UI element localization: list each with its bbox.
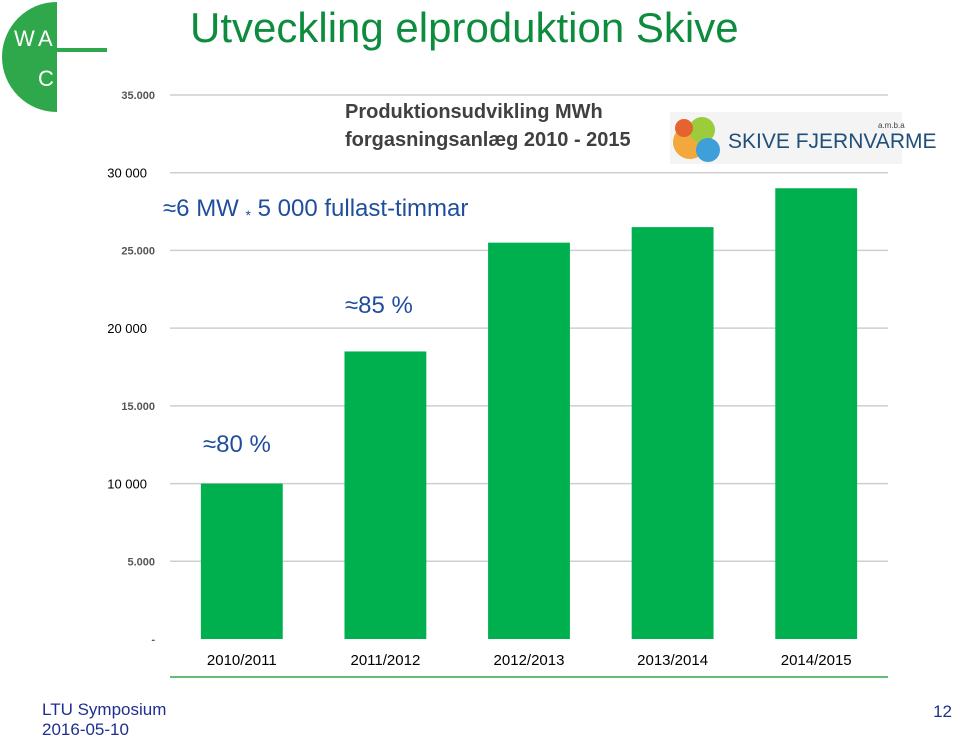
overlay-tick-label: 30 000 [107,166,147,181]
overlay-y-ticks: 10 000 20 000 30 000 [107,166,147,492]
bar [344,351,427,639]
footer-event: LTU Symposium [42,700,167,719]
grid-lines [170,94,888,563]
y-tick-label: 25.000 [121,245,155,257]
y-axis-ticks: - 5.000 15.000 25.000 35.000 [121,90,155,646]
slide-title: Utveckling elproduktion Skive [190,4,739,51]
brand-name: SKIVE FJERNVARME [728,130,936,153]
skive-fjernvarme-logo: SKIVE FJERNVARME a.m.b.a [670,112,936,164]
y-tick-label: 5.000 [127,556,155,568]
chart-title-line2: forgasningsanlæg 2010 - 2015 [345,129,631,151]
x-category-label: 2013/2014 [637,652,708,669]
x-axis-labels: 2010/2011 2011/2012 2012/2013 2013/2014 2014… [207,652,852,669]
logo-letter-a: A [38,26,53,51]
chart-title-line1: Produktionsudvikling MWh [345,101,603,123]
annotation-80pct: ≈80 % [203,431,271,458]
y-tick-label: 35.000 [121,90,155,102]
footer: LTU Symposium 2016-05-10 [42,700,166,740]
overlay-tick-label: 10 000 [107,477,147,492]
logo-letter-c: C [38,66,54,91]
annotation-85pct: ≈85 % [345,292,413,319]
bar [488,242,570,639]
annotation-capacity: ≈6 MW * 5 000 fullast-timmar [163,195,468,226]
page-number: 12 [933,702,952,721]
logo-letter-w: W [14,26,35,51]
bar [631,227,714,639]
footer-date: 2016-05-10 [42,720,129,739]
x-category-label: 2011/2012 [351,652,421,669]
annotation-star: * [246,207,252,223]
x-category-label: 2010/2011 [207,652,277,669]
brand-sub: a.m.b.a [878,121,905,130]
annotation-hours: 5 000 fullast-timmar [258,195,469,222]
x-category-label: 2012/2013 [494,652,565,669]
bar [200,483,283,639]
x-category-label: 2014/2015 [781,652,852,669]
y-tick-label: - [151,634,155,646]
overlay-tick-label: 20 000 [107,321,147,336]
bar [775,188,858,639]
annotation-capacity-main: ≈6 MW [163,195,239,222]
y-tick-label: 15.000 [121,401,155,413]
bars [200,188,858,639]
wac-logo: W A C [2,2,107,112]
